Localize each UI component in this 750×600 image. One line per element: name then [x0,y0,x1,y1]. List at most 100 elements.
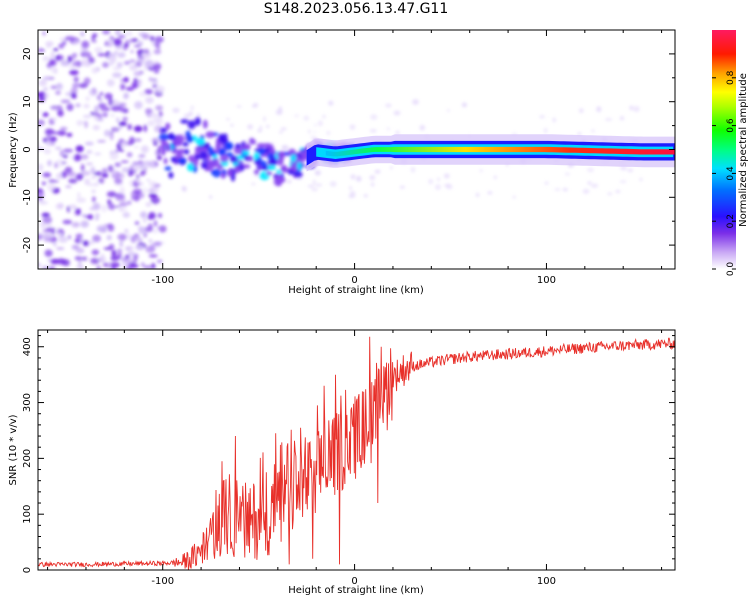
noise-blob [38,110,43,113]
noise-blob [620,116,624,121]
colorbar-tick-label: 0.0 [726,262,736,277]
noise-blob [65,36,75,40]
noise-blob [133,44,142,48]
x-tick-label: 100 [537,576,556,587]
noise-blob [84,120,89,129]
noise-blob [70,92,77,99]
noise-blob [152,83,158,89]
noise-blob [91,67,99,74]
noise-blob [149,112,158,118]
noise-blob [67,55,72,63]
noise-blob [117,233,127,241]
noise-blob [263,116,266,122]
noise-blob [108,165,114,173]
noise-blob [148,77,153,82]
signal-blob [224,143,233,149]
noise-blob [138,226,146,234]
noise-blob [312,179,316,186]
noise-blob [71,244,80,250]
noise-blob [318,120,323,127]
noise-blob [50,85,58,90]
signal-blob [205,131,215,139]
signal-blob [180,119,189,124]
noise-blob [80,220,89,228]
noise-blob [419,124,425,131]
noise-blob [75,145,84,153]
noise-blob [78,258,82,266]
noise-blob [110,262,121,268]
noise-blob [55,203,64,210]
noise-blob [188,111,194,117]
noise-blob [53,242,57,247]
noise-blob [107,202,114,210]
signal-blob [225,152,234,158]
noise-blob [92,196,96,203]
signal-blob [290,154,297,163]
signal-blob [258,147,266,156]
noise-blob [50,258,60,265]
signal-blob [160,147,166,156]
noise-blob [399,186,405,189]
noise-blob [350,174,356,180]
noise-blob [116,62,123,68]
noise-blob [294,114,300,118]
y-tick-label: 10 [22,95,33,108]
noise-blob [60,99,71,104]
noise-blob [129,59,136,63]
noise-blob [44,249,53,257]
noise-blob [428,178,434,185]
noise-blob [73,76,79,83]
noise-blob [278,130,283,134]
page-title: S148.2023.056.13.47.G11 [263,1,449,17]
noise-blob [143,187,147,194]
spectrogram-ylabel: Frequency (Hz) [8,112,19,188]
noise-blob [127,124,132,130]
noise-blob [114,128,118,132]
noise-blob [145,96,154,104]
noise-blob [92,33,98,38]
noise-blob [101,204,108,213]
noise-blob [395,130,400,135]
signal-blob [253,169,260,175]
noise-blob [76,247,85,254]
noise-blob [116,255,121,261]
noise-blob [115,117,120,123]
noise-blob [412,99,419,105]
noise-blob [147,223,153,232]
x-tick-label: 0 [351,576,357,587]
noise-blob [112,67,122,70]
noise-blob [322,114,326,119]
noise-blob [104,107,110,112]
noise-blob [43,137,48,143]
noise-blob [109,152,119,160]
noise-blob [72,82,81,88]
noise-blob [461,102,467,108]
noise-blob [104,129,111,137]
noise-blob [96,265,101,269]
noise-blob [512,195,517,199]
signal-blob [167,132,175,140]
noise-blob [591,129,595,132]
signal-blob [165,122,171,130]
signal-blob [174,141,183,147]
noise-blob [87,183,97,187]
noise-blob [141,33,151,40]
noise-blob [102,112,108,118]
snr-plot-area [38,330,675,570]
noise-blob [247,124,254,130]
noise-blob [49,236,58,243]
noise-blob [91,189,96,194]
noise-blob [157,225,164,230]
noise-blob [307,185,315,188]
noise-blob [140,211,147,219]
noise-blob [62,154,68,158]
noise-blob [123,92,129,100]
y-tick-label: 0 [22,146,33,152]
noise-blob [38,234,43,241]
noise-blob [369,175,376,181]
noise-blob [554,188,561,191]
noise-blob [604,118,613,121]
signal-blob [242,150,250,156]
signal-blob [296,161,302,170]
